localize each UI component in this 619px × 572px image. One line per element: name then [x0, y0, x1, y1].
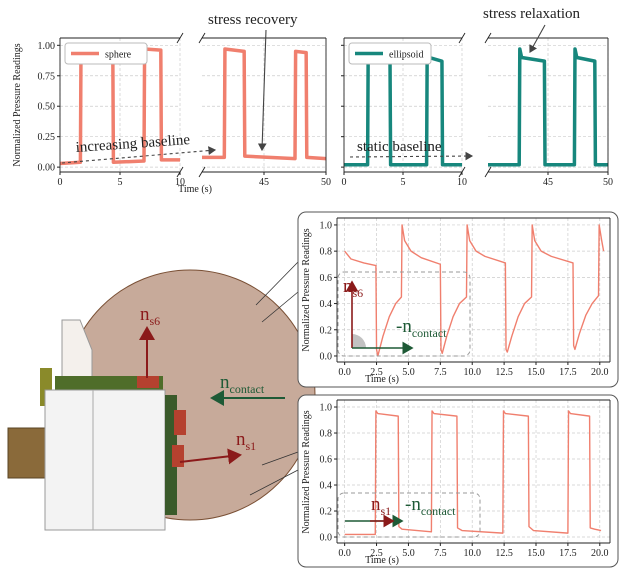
vector-main: -n: [396, 316, 412, 337]
y-tick-label: 0.8: [320, 247, 333, 258]
y-tick-label: 0.0: [320, 351, 333, 362]
vector-main: n: [236, 429, 246, 450]
y-tick-label: 0.2: [320, 325, 333, 336]
annotation: static baseline: [357, 139, 442, 155]
x-tick-label: 15.0: [527, 367, 545, 378]
x-tick-label: 0: [58, 177, 63, 188]
y-tick-label: 0.0: [320, 533, 333, 544]
y-tick-label: 0.8: [320, 429, 333, 440]
x-tick-label: 0.0: [338, 548, 351, 559]
x-tick-label: 10.0: [463, 367, 481, 378]
y-tick-label: 0.4: [320, 481, 333, 492]
x-tick-label: 45: [259, 177, 269, 188]
x-tick-label: 10: [457, 177, 467, 188]
annotation: stress recovery: [208, 12, 298, 28]
sensor-pad: [174, 410, 186, 435]
y-tick-label: 0.75: [38, 71, 56, 82]
x-tick-label: 17.5: [559, 367, 577, 378]
vector-sub: s6: [353, 286, 364, 300]
x-tick-label: 50: [603, 177, 613, 188]
sensor-pad: [172, 445, 184, 467]
x-tick-label: 12.5: [495, 367, 513, 378]
x-tick-label: 20.0: [591, 367, 609, 378]
y-tick-label: 0.2: [320, 507, 333, 518]
y-tick-label: 0.25: [38, 132, 56, 143]
mount: [8, 428, 45, 478]
x-axis-label: Time (s): [178, 184, 212, 195]
x-tick-label: 5.0: [402, 367, 415, 378]
vector-main: n: [220, 372, 230, 393]
vector-main: n: [343, 276, 353, 297]
plot-area: [337, 218, 610, 362]
y-axis-label: Normalized Pressure Readings: [301, 228, 312, 351]
y-axis-label: Normalized Pressure Readings: [12, 43, 23, 166]
vector-sub: s6: [150, 314, 161, 328]
x-tick-label: 15.0: [527, 548, 545, 559]
x-tick-label: 5: [118, 177, 123, 188]
y-tick-label: 0.6: [320, 455, 333, 466]
x-tick-label: 17.5: [559, 548, 577, 559]
x-tick-label: 45: [543, 177, 553, 188]
vector-sub: s1: [381, 504, 392, 518]
y-tick-label: 1.0: [320, 220, 333, 231]
x-tick-label: 7.5: [434, 367, 447, 378]
y-tick-label: 0.4: [320, 299, 333, 310]
vector-sub: contact: [230, 382, 265, 396]
x-tick-label: 7.5: [434, 548, 447, 559]
x-tick-label: 5: [401, 177, 406, 188]
x-tick-label: 50: [321, 177, 331, 188]
x-axis-label: Time (s): [365, 555, 399, 566]
vector-main: -n: [405, 494, 421, 515]
y-tick-label: 0.00: [38, 163, 56, 174]
x-tick-label: 0: [342, 177, 347, 188]
annotation: stress relaxation: [483, 6, 581, 22]
callout-line: [256, 262, 298, 305]
x-tick-label: 20.0: [591, 548, 609, 559]
legend-label: sphere: [105, 50, 132, 61]
y-tick-label: 0.6: [320, 273, 333, 284]
x-tick-label: 12.5: [495, 548, 513, 559]
x-tick-label: 10.0: [463, 548, 481, 559]
y-axis-label: Normalized Pressure Readings: [301, 410, 312, 533]
illustration: [8, 262, 315, 530]
vector-sub: contact: [421, 504, 456, 518]
x-axis-label: Time (s): [365, 374, 399, 385]
y-tick-label: 1.0: [320, 403, 333, 414]
x-tick-label: 0.0: [338, 367, 351, 378]
y-tick-label: 0.50: [38, 102, 56, 113]
vector-main: n: [371, 494, 381, 515]
x-tick-label: 5.0: [402, 548, 415, 559]
y-tick-label: 1.00: [38, 41, 56, 52]
gripper-body: [45, 390, 165, 530]
legend-label: ellipsoid: [389, 50, 423, 61]
vector-sub: s1: [246, 439, 257, 453]
vector-sub: contact: [412, 326, 447, 340]
vector-main: n: [140, 304, 150, 325]
figure: ns6ncontactns10.000.250.500.751.00051045…: [0, 0, 619, 572]
